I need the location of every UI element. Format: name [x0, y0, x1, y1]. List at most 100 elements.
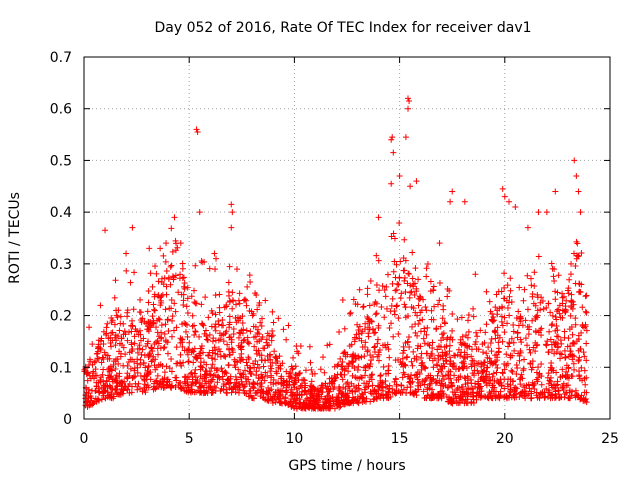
- data-point: [157, 345, 164, 352]
- data-point: [216, 291, 223, 298]
- data-point: [507, 386, 514, 393]
- data-point: [516, 352, 523, 359]
- data-point: [214, 379, 221, 386]
- data-point: [219, 373, 226, 380]
- data-point: [153, 339, 160, 346]
- data-point: [158, 299, 165, 306]
- data-point: [450, 398, 457, 405]
- data-point: [527, 349, 534, 356]
- data-point: [254, 306, 261, 313]
- data-point: [508, 299, 515, 306]
- data-point: [404, 384, 411, 391]
- data-point: [458, 341, 465, 348]
- data-point: [85, 393, 92, 400]
- data-point: [574, 240, 581, 247]
- data-point: [132, 373, 139, 380]
- data-point: [217, 353, 224, 360]
- data-point: [557, 337, 564, 344]
- data-point: [130, 306, 137, 313]
- data-point: [240, 384, 247, 391]
- data-point: [185, 358, 192, 365]
- data-point: [125, 358, 132, 365]
- data-point: [146, 352, 153, 359]
- data-point: [273, 380, 280, 387]
- data-point: [537, 299, 544, 306]
- x-tick-labels: 0 5 10 15 20 25: [80, 431, 619, 447]
- data-point: [419, 378, 426, 385]
- data-point: [494, 354, 501, 361]
- data-point: [494, 377, 501, 384]
- data-point: [204, 337, 211, 344]
- data-point: [578, 329, 585, 336]
- data-point: [406, 270, 413, 277]
- data-point: [113, 356, 120, 363]
- data-point: [172, 237, 179, 244]
- data-point: [400, 386, 407, 393]
- data-point: [221, 369, 228, 376]
- data-point: [482, 379, 489, 386]
- data-point: [392, 287, 399, 294]
- data-point: [160, 281, 167, 288]
- data-point: [120, 331, 127, 338]
- data-point: [579, 304, 586, 311]
- data-point: [505, 299, 512, 306]
- data-point: [486, 389, 493, 396]
- data-point: [414, 312, 421, 319]
- data-point: [462, 375, 469, 382]
- data-point: [330, 401, 337, 408]
- data-point: [569, 305, 576, 312]
- data-point: [410, 305, 417, 312]
- data-point: [108, 343, 115, 350]
- data-point: [462, 342, 469, 349]
- data-point: [375, 390, 382, 397]
- data-point: [534, 341, 541, 348]
- data-point: [501, 193, 508, 200]
- data-point: [162, 321, 169, 328]
- data-point: [155, 362, 162, 369]
- data-point: [86, 324, 93, 331]
- data-point: [460, 358, 467, 365]
- data-point: [483, 321, 490, 328]
- data-point: [114, 314, 121, 321]
- data-point: [468, 353, 475, 360]
- data-point: [412, 265, 419, 272]
- data-point: [531, 385, 538, 392]
- data-point: [561, 390, 568, 397]
- data-point: [95, 355, 102, 362]
- data-point: [413, 285, 420, 292]
- data-point: [375, 325, 382, 332]
- data-point: [259, 373, 266, 380]
- data-point: [429, 350, 436, 357]
- data-point: [341, 371, 348, 378]
- data-point: [175, 382, 182, 389]
- data-point: [327, 403, 334, 410]
- data-point: [93, 383, 100, 390]
- data-point: [388, 320, 395, 327]
- data-point: [405, 270, 412, 277]
- data-point: [553, 369, 560, 376]
- data-point: [531, 282, 538, 289]
- data-point: [346, 400, 353, 407]
- data-point: [583, 389, 590, 396]
- data-point: [489, 373, 496, 380]
- data-point: [567, 348, 574, 355]
- data-point: [515, 308, 522, 315]
- data-point: [179, 265, 186, 272]
- data-point: [491, 328, 498, 335]
- data-point: [247, 387, 254, 394]
- data-point: [199, 259, 206, 266]
- data-point: [471, 372, 478, 379]
- data-point: [258, 389, 265, 396]
- data-point: [373, 395, 380, 402]
- data-point: [405, 373, 412, 380]
- data-point: [152, 263, 159, 270]
- data-point: [147, 369, 154, 376]
- data-point: [498, 382, 505, 389]
- data-point: [295, 350, 302, 357]
- data-point: [208, 378, 215, 385]
- data-point: [471, 362, 478, 369]
- data-point: [191, 332, 198, 339]
- data-point: [510, 378, 517, 385]
- data-point: [568, 299, 575, 306]
